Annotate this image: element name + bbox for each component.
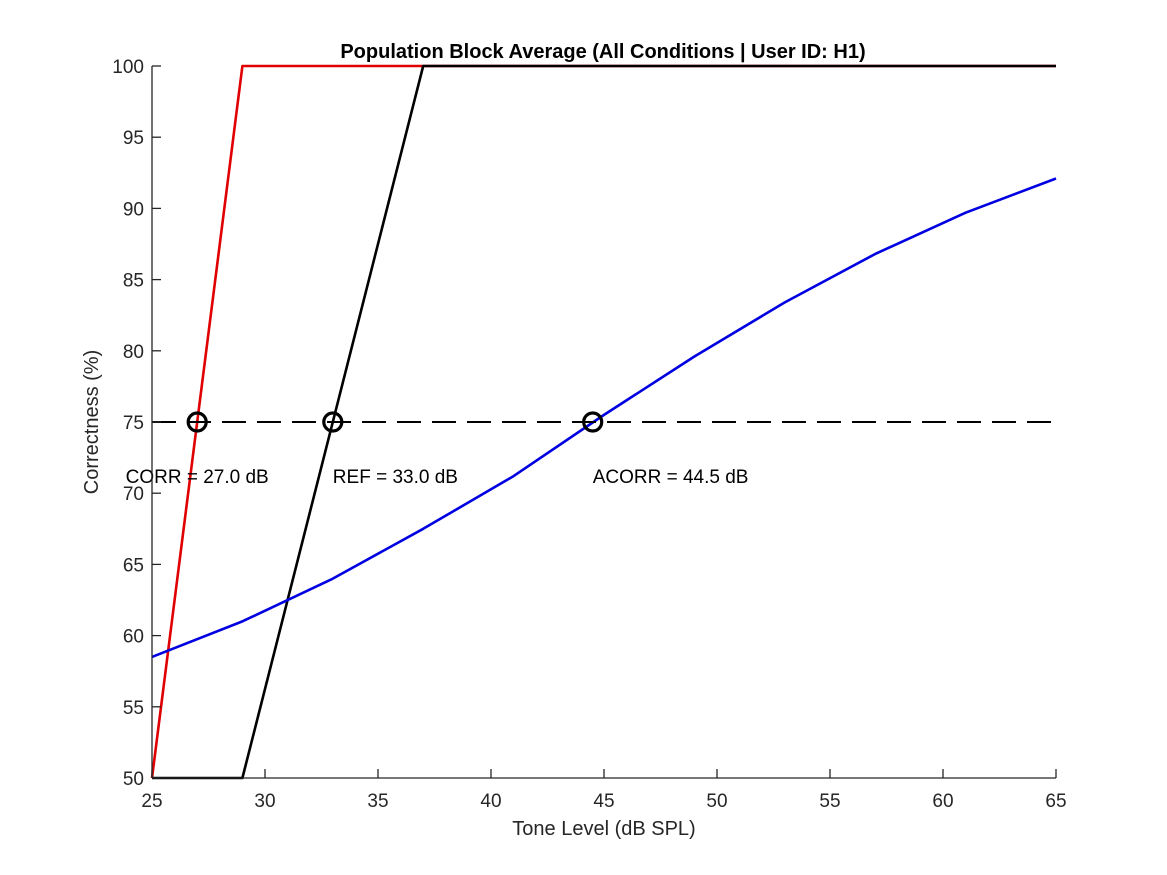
y-tick-label: 85 bbox=[123, 271, 144, 292]
threshold-marker-3 bbox=[582, 411, 604, 433]
x-tick-label: 40 bbox=[480, 791, 501, 812]
annotation-3: ACORR = 44.5 dB bbox=[593, 467, 749, 488]
y-tick-label: 80 bbox=[123, 342, 144, 363]
y-tick-label: 75 bbox=[123, 413, 144, 434]
x-tick-label: 65 bbox=[1045, 791, 1066, 812]
chart-title: Population Block Average (All Conditions… bbox=[340, 41, 865, 63]
series-line-corr bbox=[150, 64, 1056, 779]
y-tick-label: 100 bbox=[112, 57, 144, 78]
annotation-2: REF = 33.0 dB bbox=[333, 467, 458, 488]
y-tick-label: 95 bbox=[123, 128, 144, 149]
axes: 25 30 35 40 45 50 55 60 65 50 55 60 65 70 75 80 85 90 95 10… bbox=[112, 57, 1066, 812]
x-tick-label: 55 bbox=[819, 791, 840, 812]
y-tick-label: 65 bbox=[123, 555, 144, 576]
threshold-marker-2 bbox=[322, 411, 344, 433]
annotation-1: CORR = 27.0 dB bbox=[126, 467, 269, 488]
y-tick-label: 70 bbox=[123, 484, 144, 505]
y-axis-label: Correctness (%) bbox=[81, 350, 103, 494]
x-tick-label: 50 bbox=[706, 791, 727, 812]
plot-area: CORR = 27.0 dB REF = 33.0 dB ACORR = 44.5 … bbox=[126, 64, 1057, 780]
x-tick-label: 60 bbox=[932, 791, 953, 812]
y-tick-label: 90 bbox=[123, 199, 144, 220]
y-tick-label: 60 bbox=[123, 627, 144, 648]
y-tick-label: 55 bbox=[123, 698, 144, 719]
y-tick-label: 50 bbox=[123, 769, 144, 790]
x-tick-label: 45 bbox=[593, 791, 614, 812]
x-axis-label: Tone Level (dB SPL) bbox=[512, 818, 695, 840]
x-tick-label: 25 bbox=[141, 791, 162, 812]
x-tick-label: 30 bbox=[254, 791, 275, 812]
threshold-marker-1 bbox=[186, 411, 208, 433]
series-line-ref bbox=[152, 64, 1056, 780]
x-tick-label: 35 bbox=[367, 791, 388, 812]
series-line-acorr bbox=[151, 177, 1057, 659]
